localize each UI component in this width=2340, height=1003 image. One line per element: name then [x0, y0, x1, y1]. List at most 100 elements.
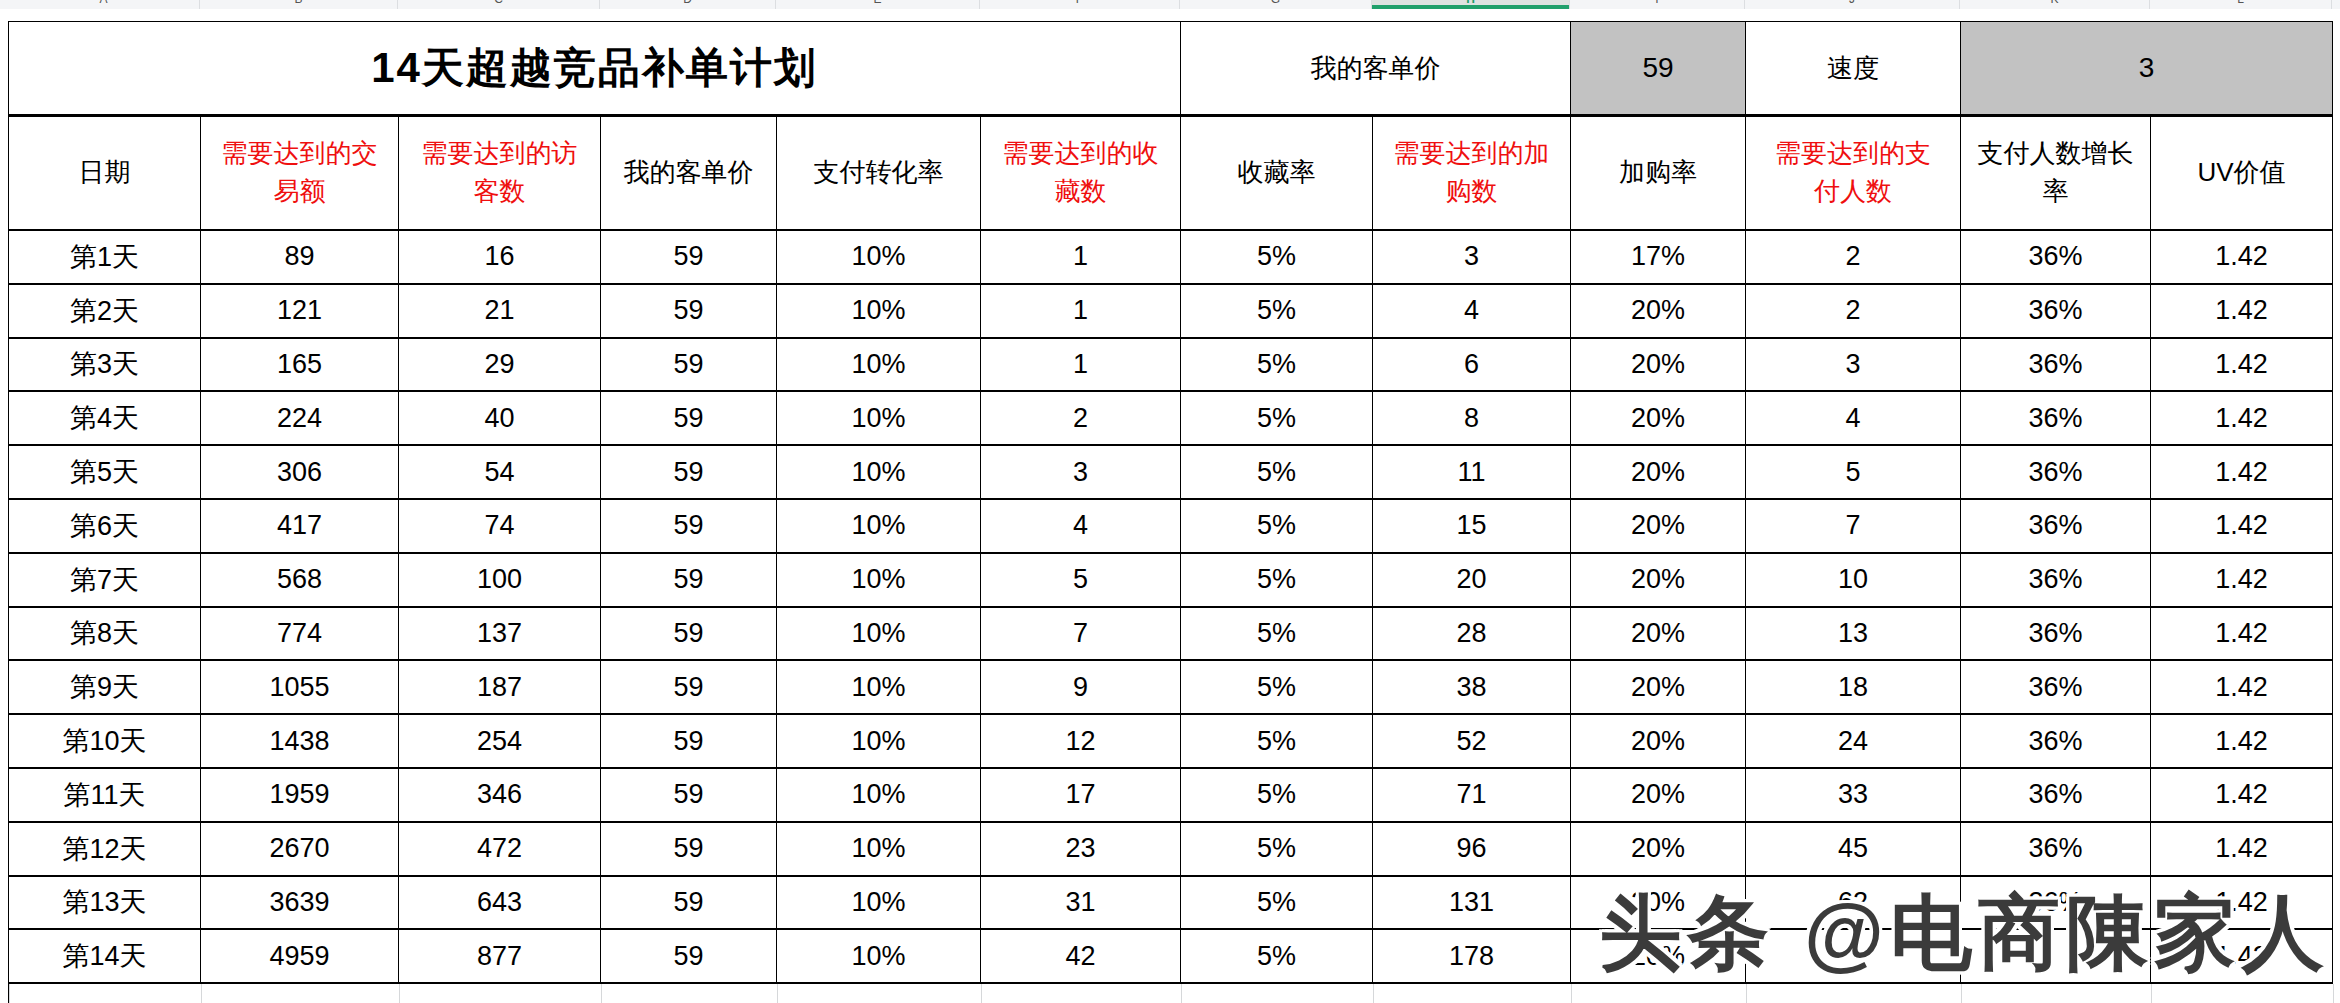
- table-cell[interactable]: 36%: [1961, 661, 2151, 713]
- table-cell[interactable]: 45: [1746, 823, 1961, 875]
- table-cell[interactable]: 20: [1373, 554, 1571, 606]
- table-cell[interactable]: 5%: [1181, 339, 1373, 391]
- column-letter-C[interactable]: C: [398, 0, 600, 9]
- table-cell[interactable]: 3: [981, 446, 1181, 498]
- column-header-1[interactable]: 需要达到的交 易额: [201, 117, 399, 229]
- table-cell[interactable]: 第9天: [9, 661, 201, 713]
- table-cell[interactable]: 224: [201, 392, 399, 444]
- table-cell[interactable]: 1.42: [2151, 392, 2333, 444]
- table-cell[interactable]: 10%: [777, 500, 981, 552]
- table-cell[interactable]: 20%: [1571, 339, 1746, 391]
- ghost-cell[interactable]: [602, 984, 778, 1003]
- table-cell[interactable]: 59: [601, 392, 777, 444]
- table-cell[interactable]: 20%: [1571, 500, 1746, 552]
- table-cell[interactable]: 1055: [201, 661, 399, 713]
- ghost-cell[interactable]: [10, 984, 202, 1003]
- table-cell[interactable]: 36%: [1961, 392, 2151, 444]
- table-cell[interactable]: 568: [201, 554, 399, 606]
- column-letter-J[interactable]: J: [1745, 0, 1960, 9]
- table-cell[interactable]: 20%: [1571, 608, 1746, 660]
- table-cell[interactable]: 第7天: [9, 554, 201, 606]
- my-price-label-cell[interactable]: 我的客单价: [1181, 22, 1571, 114]
- table-cell[interactable]: 178: [1373, 930, 1571, 982]
- column-letter-B[interactable]: B: [200, 0, 398, 9]
- table-cell[interactable]: 5%: [1181, 231, 1373, 283]
- table-cell[interactable]: 1.42: [2151, 554, 2333, 606]
- table-cell[interactable]: 100: [399, 554, 601, 606]
- table-cell[interactable]: 1.42: [2151, 608, 2333, 660]
- table-cell[interactable]: 306: [201, 446, 399, 498]
- table-cell[interactable]: 1.42: [2151, 500, 2333, 552]
- table-cell[interactable]: 131: [1373, 877, 1571, 929]
- table-cell[interactable]: 121: [201, 285, 399, 337]
- table-cell[interactable]: 5%: [1181, 769, 1373, 821]
- table-cell[interactable]: 472: [399, 823, 601, 875]
- ghost-cell[interactable]: [202, 984, 400, 1003]
- table-cell[interactable]: 24: [1746, 715, 1961, 767]
- column-header-6[interactable]: 收藏率: [1181, 117, 1373, 229]
- column-header-7[interactable]: 需要达到的加 购数: [1373, 117, 1571, 229]
- table-cell[interactable]: 36%: [1961, 446, 2151, 498]
- table-cell[interactable]: 21: [399, 285, 601, 337]
- table-cell[interactable]: 165: [201, 339, 399, 391]
- table-cell[interactable]: 36%: [1961, 339, 2151, 391]
- table-cell[interactable]: 36%: [1961, 285, 2151, 337]
- table-cell[interactable]: 774: [201, 608, 399, 660]
- table-cell[interactable]: 11: [1373, 446, 1571, 498]
- table-cell[interactable]: 31: [981, 877, 1181, 929]
- speed-value-cell[interactable]: 3: [1961, 22, 2333, 114]
- table-cell[interactable]: 5%: [1181, 285, 1373, 337]
- column-letter-H[interactable]: H: [1372, 0, 1570, 9]
- column-header-5[interactable]: 需要达到的收 藏数: [981, 117, 1181, 229]
- table-cell[interactable]: 15: [1373, 500, 1571, 552]
- table-cell[interactable]: 5%: [1181, 715, 1373, 767]
- column-header-8[interactable]: 加购率: [1571, 117, 1746, 229]
- plan-title-cell[interactable]: 14天超越竞品补单计划: [9, 22, 1181, 114]
- table-cell[interactable]: 36%: [1961, 715, 2151, 767]
- table-cell[interactable]: 4: [1373, 285, 1571, 337]
- column-header-9[interactable]: 需要达到的支 付人数: [1746, 117, 1961, 229]
- table-cell[interactable]: 17: [981, 769, 1181, 821]
- table-cell[interactable]: 54: [399, 446, 601, 498]
- table-cell[interactable]: 5%: [1181, 554, 1373, 606]
- table-cell[interactable]: 5: [981, 554, 1181, 606]
- table-cell[interactable]: 137: [399, 608, 601, 660]
- table-cell[interactable]: 1.42: [2151, 715, 2333, 767]
- column-header-4[interactable]: 支付转化率: [777, 117, 981, 229]
- table-cell[interactable]: 9: [981, 661, 1181, 713]
- table-cell[interactable]: 18: [1746, 661, 1961, 713]
- table-cell[interactable]: 5%: [1181, 392, 1373, 444]
- column-letter-K[interactable]: K: [1960, 0, 2150, 9]
- table-cell[interactable]: 10: [1746, 554, 1961, 606]
- table-cell[interactable]: 3639: [201, 877, 399, 929]
- table-cell[interactable]: 5%: [1181, 930, 1373, 982]
- table-cell[interactable]: 1.42: [2151, 231, 2333, 283]
- table-cell[interactable]: 643: [399, 877, 601, 929]
- table-cell[interactable]: 1: [981, 339, 1181, 391]
- table-cell[interactable]: 第6天: [9, 500, 201, 552]
- ghost-cell[interactable]: [1374, 984, 1572, 1003]
- table-cell[interactable]: 59: [601, 285, 777, 337]
- column-letter-E[interactable]: E: [776, 0, 980, 9]
- table-cell[interactable]: 1: [981, 231, 1181, 283]
- table-cell[interactable]: 36%: [1961, 608, 2151, 660]
- table-cell[interactable]: 10%: [777, 715, 981, 767]
- table-cell[interactable]: 1959: [201, 769, 399, 821]
- table-cell[interactable]: 59: [601, 500, 777, 552]
- table-cell[interactable]: 29: [399, 339, 601, 391]
- table-cell[interactable]: 10%: [777, 769, 981, 821]
- table-cell[interactable]: 10%: [777, 554, 981, 606]
- table-cell[interactable]: 5%: [1181, 446, 1373, 498]
- table-cell[interactable]: 2: [981, 392, 1181, 444]
- table-cell[interactable]: 2670: [201, 823, 399, 875]
- table-cell[interactable]: 10%: [777, 231, 981, 283]
- ghost-cell[interactable]: [1182, 984, 1374, 1003]
- table-cell[interactable]: 4: [981, 500, 1181, 552]
- table-cell[interactable]: 59: [601, 231, 777, 283]
- my-price-value-cell[interactable]: 59: [1571, 22, 1746, 114]
- table-cell[interactable]: 417: [201, 500, 399, 552]
- table-cell[interactable]: 第13天: [9, 877, 201, 929]
- table-cell[interactable]: 1: [981, 285, 1181, 337]
- column-letter-G[interactable]: G: [1180, 0, 1372, 9]
- table-cell[interactable]: 第4天: [9, 392, 201, 444]
